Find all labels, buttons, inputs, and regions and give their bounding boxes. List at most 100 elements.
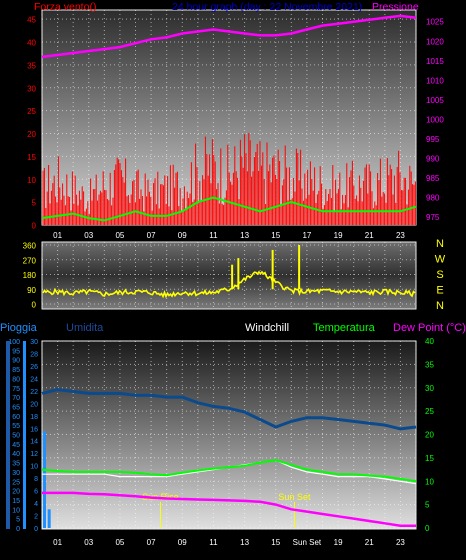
rain-tick-label: 2: [34, 514, 38, 521]
x-tick-label: 07: [147, 538, 156, 547]
direction-line: [42, 270, 416, 299]
rain-tick-label: 14: [30, 439, 38, 446]
x-tick-label: 21: [365, 231, 374, 240]
wind-tick-label: 30: [27, 84, 36, 93]
rain-tick-label: 4: [34, 501, 38, 508]
wind-tick-label: 45: [27, 16, 36, 25]
x-tick-label: 07: [147, 231, 156, 240]
dewpoint-legend: Dew Point (°C): [393, 322, 466, 334]
rain-tick-label: 8: [34, 476, 38, 483]
humidity-line: [41, 388, 417, 431]
temperature-tick-label: 0: [425, 524, 430, 533]
pressure-tick-label: 1025: [426, 18, 444, 27]
pressure-tick-label: 1000: [426, 115, 444, 124]
wind-axis-ticks: 0 5 10 15 20 25 30 35 40 45: [27, 16, 36, 231]
wind-tick-label: 35: [27, 61, 36, 70]
compass-label: N: [436, 300, 444, 312]
x-tick-label: 05: [115, 231, 124, 240]
pressure-axis-ticks: 975 980 985 990 995 1000 1005 1010 1015 1020 1025: [426, 18, 444, 222]
x-tick-label: 23: [396, 538, 405, 547]
humidity-tick-label: 90: [12, 358, 20, 365]
x-tick-label: 15: [271, 231, 280, 240]
rain-axis-bar: [6, 341, 10, 529]
pressure-tick-label: 995: [426, 135, 440, 144]
direction-tick-label: 90: [27, 286, 36, 295]
x-tick-label: 19: [334, 231, 343, 240]
x-tick-label: 03: [84, 231, 93, 240]
humidity-tick-label: 5: [16, 517, 20, 524]
temperature-x-axis-ticks: 01 03 05 07 09 11 13 15 Sun Set 19 21 23: [53, 538, 405, 547]
humidity-tick-label: 0: [16, 526, 20, 533]
rain-tick-label: 10: [30, 464, 38, 471]
humidity-tick-label: 45: [12, 442, 20, 449]
wind-tick-label: 10: [27, 176, 36, 185]
temperature-legend: Temperatura: [313, 322, 376, 334]
temperature-line: [41, 459, 417, 483]
x-tick-label: 01: [53, 538, 62, 547]
x-tick-label: 13: [240, 538, 249, 547]
compass-label: S: [436, 269, 443, 281]
x-tick-label: 09: [178, 231, 187, 240]
wind-tick-label: 0: [32, 222, 37, 231]
rain-tick-label: 26: [30, 364, 38, 371]
rain-tick-label: 24: [30, 376, 38, 383]
humidity-tick-label: 20: [12, 489, 20, 496]
x-tick-label: 05: [115, 538, 124, 547]
rain-tick-label: 30: [30, 339, 38, 346]
windchill-legend: Windchill: [245, 322, 289, 334]
humidity-tick-label: 25: [12, 479, 20, 486]
pressure-tick-label: 1010: [426, 76, 444, 85]
wind-axis-title: Forza vento(): [34, 1, 96, 13]
humidity-tick-label: 55: [12, 423, 20, 430]
rain-tick-label: 0: [34, 526, 38, 533]
wind-tick-label: 15: [27, 153, 36, 162]
dewpoint-line: [42, 491, 416, 527]
humidity-tick-label: 65: [12, 404, 20, 411]
direction-tick-label: 0: [32, 301, 37, 310]
pressure-tick-label: 990: [426, 155, 440, 164]
direction-plot-area: [41, 241, 417, 310]
wind-tick-label: 40: [27, 39, 36, 48]
humidity-tick-label: 75: [12, 386, 20, 393]
x-tick-label: 17: [302, 231, 311, 240]
x-tick-label: 13: [240, 231, 249, 240]
humidity-tick-label: 70: [12, 395, 20, 402]
pressure-tick-label: 975: [426, 213, 440, 222]
humidity-tick-label: 40: [12, 451, 20, 458]
x-tick-label: 23: [396, 231, 405, 240]
compass-label: N: [436, 238, 444, 250]
pressure-tick-label: 1005: [426, 96, 444, 105]
temperature-tick-label: 35: [425, 360, 434, 369]
humidity-axis-title: Umidita: [66, 322, 104, 334]
sunset-label: Sun Set: [278, 492, 311, 502]
temperature-tick-label: 40: [425, 337, 434, 346]
rain-tick-label: 18: [30, 414, 38, 421]
chart-title: 24 hour graph (day : 22 Novembre 2021): [172, 1, 362, 13]
pressure-tick-label: 1015: [426, 57, 444, 66]
pressure-line: [41, 14, 417, 59]
x-tick-label: 11: [209, 231, 218, 240]
rain-tick-label: 22: [30, 389, 38, 396]
pressure-axis-title: Pressione: [372, 1, 419, 13]
humidity-tick-label: 30: [12, 470, 20, 477]
humidity-tick-label: 10: [12, 507, 20, 514]
rain-tick-label: 16: [30, 426, 38, 433]
pressure-tick-label: 1020: [426, 37, 444, 46]
x-tick-label: 19: [334, 538, 343, 547]
temperature-tick-label: 5: [425, 501, 430, 510]
humidity-tick-label: 85: [12, 367, 20, 374]
x-tick-label: Sun Set: [293, 538, 322, 547]
wind-x-axis-ticks: 01 03 05 07 09 11 13 15 17 19 21 23: [53, 231, 405, 240]
compass-label: E: [436, 285, 443, 297]
rain-axis-title: Pioggia: [0, 322, 38, 334]
x-tick-label: 11: [209, 538, 218, 547]
x-tick-label: 03: [84, 538, 93, 547]
rain-tick-label: 20: [30, 401, 38, 408]
direction-tick-label: 180: [23, 271, 37, 280]
x-tick-label: 21: [365, 538, 374, 547]
pressure-tick-label: 985: [426, 174, 440, 183]
rain-bar: [43, 431, 46, 528]
